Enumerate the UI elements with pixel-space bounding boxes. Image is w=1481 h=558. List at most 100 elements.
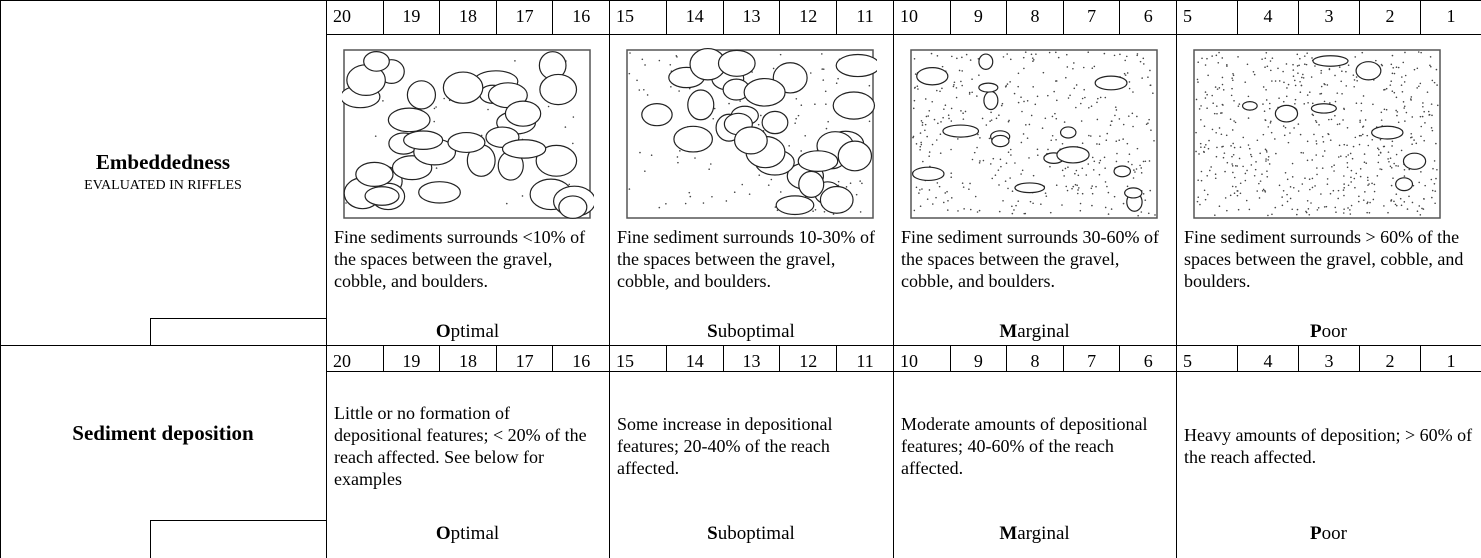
sketch-shape <box>951 56 953 58</box>
sketch-shape <box>1091 205 1093 207</box>
sketch-shape <box>1329 102 1331 104</box>
sketch-shape <box>1245 173 1247 175</box>
sketch-shape <box>1131 164 1133 166</box>
sketch-shape <box>1002 103 1004 105</box>
sketch-shape <box>651 154 653 156</box>
sketch-shape <box>1061 127 1076 138</box>
sketch-shape <box>522 195 524 197</box>
sketch-shape <box>1050 212 1052 214</box>
sketch-shape <box>1407 208 1409 210</box>
sketch-shape <box>825 103 827 105</box>
sketch-shape <box>1306 64 1308 66</box>
sketch-shape <box>1307 102 1309 104</box>
sketch-shape <box>1295 99 1297 101</box>
sketch-shape <box>1265 191 1267 193</box>
sketch-shape <box>953 86 955 88</box>
sketch-shape <box>1267 215 1269 217</box>
sketch-shape <box>1106 133 1108 135</box>
sketch-shape <box>665 203 667 205</box>
sketch-shape <box>714 108 716 110</box>
sketch-shape <box>1391 64 1393 66</box>
sketch-shape <box>1200 105 1202 107</box>
sketch-shape <box>1037 154 1039 156</box>
sketch-shape <box>1127 186 1129 188</box>
sketch-shape <box>1391 185 1393 187</box>
sketch-shape <box>1116 153 1118 155</box>
sketch-shape <box>1431 127 1433 129</box>
sketch-shape <box>1395 165 1397 167</box>
sketch-shape <box>1123 124 1125 126</box>
sketch-shape <box>1324 150 1326 152</box>
sketch-shape <box>1418 51 1420 53</box>
sketch-shape <box>1302 183 1304 185</box>
sketch-shape <box>1286 87 1288 89</box>
sketch-shape <box>846 186 848 188</box>
sketch-shape <box>1335 101 1337 103</box>
sketch-shape <box>1286 96 1288 98</box>
sketch-shape <box>1082 142 1084 144</box>
sketch-shape <box>659 60 661 62</box>
sketch-shape <box>1287 201 1289 203</box>
sketch-shape <box>799 171 824 197</box>
sketch-shape <box>744 79 785 107</box>
sketch-shape <box>869 85 871 87</box>
sketch-shape <box>1119 54 1121 56</box>
sketch-shape <box>644 64 646 66</box>
sketch-shape <box>1251 156 1253 158</box>
sketch-shape <box>1436 69 1438 71</box>
sketch-shape <box>1367 177 1369 179</box>
sketch-shape <box>801 104 803 106</box>
sketch-shape <box>956 97 958 99</box>
sketch-shape <box>1006 53 1008 55</box>
sketch-shape <box>815 209 817 211</box>
sketch-shape <box>1197 79 1199 81</box>
sketch-shape <box>1403 101 1405 103</box>
sketch-shape <box>916 143 918 145</box>
sketch-shape <box>918 192 920 194</box>
sketch-shape <box>963 118 965 120</box>
sketch-shape <box>1307 94 1309 96</box>
sketch-shape <box>1324 101 1326 103</box>
sketch-shape <box>937 55 939 57</box>
sketch-shape <box>1232 186 1234 188</box>
sketch-shape <box>1203 151 1205 153</box>
sketch-shape <box>1292 69 1294 71</box>
sketch-shape <box>1424 185 1426 187</box>
sketch-shape <box>1285 127 1287 129</box>
sketch-shape <box>932 203 934 205</box>
sketch-shape <box>1432 80 1434 82</box>
sketch-shape <box>972 159 974 161</box>
sketch-shape <box>928 110 930 112</box>
sketch-shape <box>505 101 540 126</box>
sketch-shape <box>1265 160 1267 162</box>
sketch-shape <box>917 88 919 90</box>
sketch-shape <box>1279 185 1281 187</box>
sketch-shape <box>503 140 546 158</box>
sketch-shape <box>1369 202 1371 204</box>
sketch-shape <box>1128 161 1130 163</box>
sketch-shape <box>1294 103 1296 105</box>
sketch-shape <box>1434 82 1436 84</box>
sketch-shape <box>1423 140 1425 142</box>
sketch-shape <box>1205 91 1207 93</box>
sketch-shape <box>921 120 923 122</box>
sketch-shape <box>1208 140 1210 142</box>
sketch-shape <box>990 163 992 165</box>
sketch-shape <box>1251 164 1253 166</box>
sketch-shape <box>1312 178 1314 180</box>
sketch-shape <box>1049 52 1051 54</box>
sketch-shape <box>1116 109 1118 111</box>
sketch-shape <box>1087 163 1089 165</box>
sketch-shape <box>1347 166 1349 168</box>
sketch-shape <box>1144 199 1146 201</box>
sketch-shape <box>642 58 644 60</box>
sketch-shape <box>1152 92 1154 94</box>
sketch-shape <box>1265 89 1267 91</box>
sketch-shape <box>1394 92 1396 94</box>
sketch-shape <box>960 81 962 83</box>
sketch-shape <box>364 52 390 72</box>
sketch-shape <box>1394 73 1396 75</box>
sketch-shape <box>1397 111 1399 113</box>
sketch-shape <box>1420 171 1422 173</box>
sketch-shape <box>644 170 646 172</box>
